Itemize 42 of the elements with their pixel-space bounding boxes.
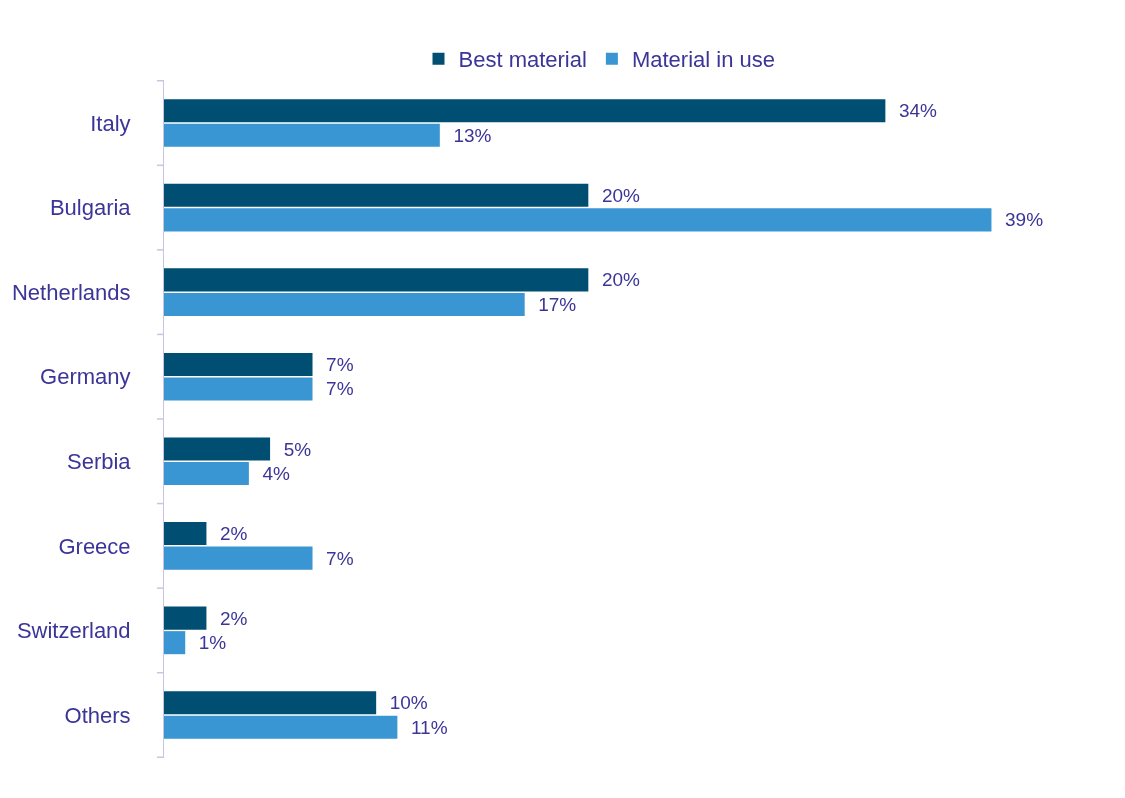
data-label: 7% (315, 378, 354, 400)
y-tick-label: Serbia (67, 448, 132, 474)
bar (164, 352, 313, 376)
bar (164, 123, 440, 147)
bar (164, 437, 271, 461)
data-label: 2% (209, 523, 248, 545)
data-label: 5% (273, 438, 312, 460)
y-tick-label: Greece (58, 533, 131, 559)
y-tick-label: Bulgaria (49, 195, 132, 221)
bar (164, 715, 398, 739)
data-label: 13% (442, 124, 492, 146)
bar (164, 208, 992, 232)
data-label: 1% (188, 632, 227, 654)
data-label: 7% (315, 353, 354, 375)
bar (164, 183, 589, 207)
y-tick-label: Germany (40, 364, 131, 390)
y-tick-label: Others (64, 702, 131, 728)
data-label: 20% (591, 184, 641, 206)
data-label: 10% (379, 692, 428, 714)
bar (164, 606, 207, 630)
legend-label: Material in use (631, 47, 775, 73)
bar (164, 546, 313, 570)
data-label: 34% (888, 100, 938, 122)
y-tick-label: Netherlands (11, 279, 131, 305)
legend-label: Best material (458, 47, 587, 73)
bar (164, 268, 589, 292)
bar (164, 522, 207, 546)
bar (164, 377, 313, 401)
y-tick-label: Italy (90, 110, 131, 136)
bar (164, 691, 377, 715)
bar (164, 631, 186, 655)
bar (164, 292, 525, 316)
data-label: 17% (527, 293, 577, 315)
data-label: 20% (591, 269, 641, 291)
data-label: 2% (209, 607, 248, 629)
data-label: 11% (400, 716, 448, 738)
data-label: 7% (315, 547, 354, 569)
y-tick-label: Switzerland (16, 618, 131, 644)
data-label: 4% (251, 463, 290, 485)
bar (164, 462, 249, 486)
bar (164, 99, 886, 123)
data-label: 39% (994, 209, 1044, 231)
